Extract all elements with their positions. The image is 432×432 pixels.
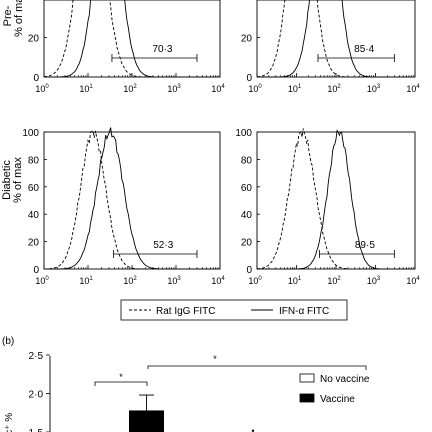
bar-chart-b: (b) lc⁺ % 1·5 2·0 2·5 * * • No vaccine Vac… [2, 336, 370, 432]
x-tick-label: 101 [79, 84, 93, 94]
row-label-pre: Pre- [2, 5, 14, 26]
y-tick-label: 20 [241, 34, 253, 45]
x-tick-label: 102 [327, 276, 341, 286]
bar-vaccine [129, 410, 164, 432]
y-tick-label: 60 [28, 183, 40, 194]
legend-vaccine-label: Vaccine [320, 394, 355, 405]
y-tick-label: 0 [246, 73, 252, 84]
y-tick-label: 20 [28, 238, 40, 249]
x-tick-label: 100 [35, 84, 49, 94]
y-tick-label: 60 [241, 183, 253, 194]
panel-frame [256, 131, 416, 270]
x-tick-label: 101 [79, 276, 93, 286]
legend-no-vaccine-swatch [299, 373, 315, 383]
bar-y-tick-label: 2·5 [29, 351, 44, 362]
x-tick-label: 102 [327, 84, 341, 94]
x-tick-label: 104 [406, 276, 420, 286]
x-tick-label: 104 [406, 84, 420, 94]
x-tick-label: 103 [367, 84, 381, 94]
curve-rat-igg [44, 130, 220, 270]
gate-label: 85·4 [354, 44, 374, 55]
significance-bracket-2: * [147, 354, 367, 370]
x-tick-label: 100 [35, 276, 49, 286]
panel-frame [43, 0, 221, 78]
legend-box [120, 299, 348, 321]
panel-label-b: (b) [2, 336, 14, 347]
bar-y-tick-label: 1·5 [29, 428, 44, 432]
y-tick-label: 80 [241, 155, 253, 166]
legend-vaccine-swatch [299, 393, 315, 403]
y-tick-label: 40 [241, 210, 253, 221]
x-tick-label: 104 [211, 276, 225, 286]
x-tick-label: 101 [288, 84, 302, 94]
x-tick-label: 103 [367, 276, 381, 286]
legend-dashed-label: Rat IgG FITC [156, 306, 215, 317]
bar-y-tick-label: 2·0 [29, 390, 44, 401]
x-tick-label: 103 [167, 84, 181, 94]
x-tick-label: 100 [248, 276, 262, 286]
curve-ifn-alpha [257, 0, 415, 78]
gate-label: 52·3 [153, 240, 173, 251]
bar-ylabel: lc⁺ % [4, 413, 15, 432]
y-tick-label: 80 [28, 155, 40, 166]
significance-star-1: * [119, 372, 123, 382]
gate-label: 70·3 [152, 44, 172, 55]
legend-solid-label: IFN-α FITC [279, 306, 329, 317]
histogram-panels: 0 20 100 101 102 103 104 70·3 0 20 100 101 102 103 104… [22, 0, 420, 286]
y-tick-label: 0 [33, 265, 39, 276]
histogram-panel-pre-vaccine: 0 20 100 101 102 103 104 85·4 [241, 0, 420, 94]
y-tick-label: 20 [241, 238, 253, 249]
y-tick-label: 40 [28, 210, 40, 221]
curve-rat-igg [256, 128, 415, 270]
curve-ifn-alpha [44, 0, 220, 78]
legend-no-vaccine-label: No vaccine [320, 374, 370, 385]
curve-rat-igg [43, 0, 220, 78]
gate-label: 89·5 [355, 240, 375, 251]
significance-bracket-1: * [94, 372, 148, 386]
significance-star-2: * [213, 354, 217, 364]
curve-rat-igg [256, 0, 415, 78]
x-tick-label: 102 [123, 276, 137, 286]
histogram-legend: Rat IgG FITC IFN-α FITC [120, 299, 348, 321]
x-tick-label: 101 [288, 276, 302, 286]
y-tick-label: 100 [235, 128, 252, 139]
histogram-panel-pre-no-vaccine: 0 20 100 101 102 103 104 70·3 [28, 0, 225, 94]
row-label-diabetic-unit: % of max [12, 157, 24, 203]
y-tick-label: 0 [246, 265, 252, 276]
panel-frame [43, 131, 221, 270]
y-tick-label: 100 [22, 128, 39, 139]
x-tick-label: 102 [123, 84, 137, 94]
row-label-pre-unit: % of max [13, 0, 25, 37]
dot-marker: • [251, 426, 254, 432]
histogram-panel-diabetic-vaccine: 0 20 40 60 80 100 100 101 102 103 104 89·5 [235, 128, 420, 286]
panel-frame [256, 0, 416, 78]
row-label-diabetic: Diabetic [1, 160, 13, 200]
x-tick-label: 100 [248, 84, 262, 94]
y-tick-label: 0 [33, 73, 39, 84]
y-tick-label: 20 [28, 34, 40, 45]
x-tick-label: 103 [167, 276, 181, 286]
curve-ifn-alpha [44, 127, 220, 270]
bar-marks [129, 394, 164, 432]
bar-y-ticks: 1·5 2·0 2·5 [29, 351, 50, 432]
histogram-panel-diabetic-no-vaccine: 0 20 40 60 80 100 100 101 102 103 104 52·3 [22, 127, 225, 286]
x-tick-label: 104 [211, 84, 225, 94]
curve-ifn-alpha [257, 129, 415, 270]
